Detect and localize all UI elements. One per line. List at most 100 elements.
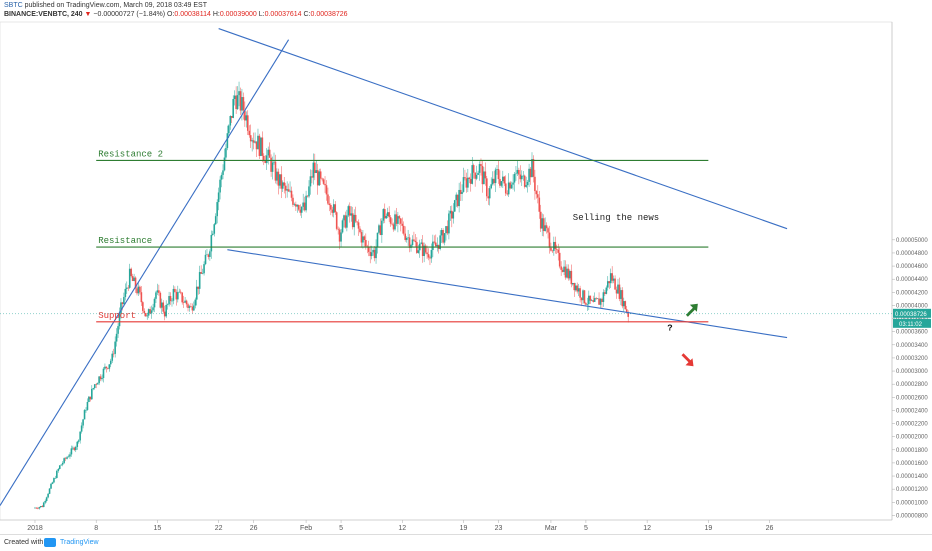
candle-body — [429, 257, 431, 259]
time-tick-label: 12 — [643, 525, 651, 532]
candle-body — [506, 193, 509, 195]
candle-body — [309, 176, 312, 187]
candle-body — [394, 214, 396, 230]
candle-body — [73, 447, 76, 451]
candles — [34, 81, 629, 510]
candle-body — [518, 169, 520, 175]
candle-body — [321, 178, 323, 180]
candle-body — [96, 383, 99, 385]
candle-body — [306, 195, 309, 197]
candle-body — [369, 251, 372, 257]
candle-body — [574, 285, 577, 291]
candle-body — [233, 95, 236, 100]
candle-body — [497, 169, 500, 180]
support-label: Support — [98, 311, 136, 321]
candle-body — [102, 368, 105, 379]
price-tick-label: 0.00003200 — [896, 356, 928, 362]
candle-body — [319, 171, 322, 179]
candle-body — [207, 254, 210, 257]
last-price-value: 0.00038726 — [895, 312, 927, 318]
candle-body — [440, 229, 443, 236]
price-tick-label: 0.00003600 — [896, 330, 928, 336]
candle-body — [209, 251, 211, 257]
candle-body — [34, 507, 36, 509]
candle-body — [60, 464, 63, 466]
candle-body — [539, 211, 542, 229]
candle-body — [474, 172, 476, 179]
candle-body — [287, 189, 290, 192]
candle-body — [74, 446, 77, 451]
candle-body — [553, 241, 555, 251]
candle-body — [190, 306, 192, 307]
candle-body — [296, 205, 299, 207]
candle-body — [582, 290, 584, 301]
candle-body — [200, 272, 202, 274]
candle-body — [554, 241, 557, 250]
candle-body — [63, 458, 65, 463]
up-arrow-icon — [685, 303, 698, 317]
price-axis[interactable]: 0.00005000 0.00004800 0.00004600 0.00004400… — [892, 238, 931, 520]
candle-body — [606, 281, 609, 288]
time-tick-label: 5 — [584, 525, 588, 532]
candle-body — [178, 291, 181, 293]
candle-body — [467, 177, 469, 188]
candle-body — [153, 298, 156, 308]
candle-body — [297, 205, 300, 210]
candle-body — [286, 189, 288, 191]
close-value: 0.00038726 — [310, 11, 348, 18]
candle-body — [295, 204, 297, 207]
candle-body — [163, 311, 166, 317]
candle-body — [246, 115, 249, 131]
candle-body — [300, 206, 303, 213]
time-tick-label: 19 — [460, 525, 468, 532]
candle-body — [236, 95, 239, 110]
candle-body — [290, 190, 293, 198]
candle-body — [92, 388, 95, 389]
candle-body — [45, 497, 48, 501]
candle-body — [226, 133, 229, 149]
candle-body — [472, 165, 475, 173]
candle-body — [455, 194, 458, 201]
low-value: 0.00037614 — [264, 11, 302, 18]
price-tick-label: 0.00004000 — [896, 303, 928, 309]
candle-body — [194, 299, 197, 306]
candle-body — [61, 462, 64, 465]
candle-body — [580, 297, 583, 301]
candle-body — [445, 226, 447, 234]
candle-body — [515, 173, 517, 175]
price-tick-label: 0.00002000 — [896, 435, 928, 441]
candle-body — [37, 508, 39, 509]
candle-body — [252, 140, 255, 143]
price-tick-label: 0.00003400 — [896, 343, 928, 349]
drawings[interactable]: Resistance 2 Resistance Support Selling the… — [0, 28, 892, 506]
candle-body — [264, 160, 267, 163]
candle-body — [625, 309, 628, 312]
candle-body — [373, 249, 376, 259]
candle-body — [88, 396, 90, 402]
candle-body — [131, 276, 134, 281]
candle-body — [363, 236, 366, 241]
candle-body — [426, 252, 428, 255]
candle-body — [328, 203, 331, 206]
candle-body — [598, 298, 600, 305]
candle-body — [478, 164, 481, 173]
candle-body — [354, 214, 357, 222]
candle-body — [535, 191, 538, 195]
candle-body — [140, 292, 143, 303]
price-chart[interactable]: Resistance 2 Resistance Support Selling the… — [0, 0, 932, 534]
candle-body — [261, 137, 264, 156]
tradingview-brand[interactable]: TradingView — [60, 539, 99, 546]
candle-body — [289, 190, 291, 192]
candle-body — [349, 206, 351, 216]
candle-body — [318, 171, 320, 186]
candle-body — [263, 155, 265, 161]
candle-body — [58, 465, 61, 469]
candle-body — [169, 296, 172, 302]
candle-body — [198, 272, 201, 289]
candle-body — [615, 289, 618, 294]
countdown-value: 03:11:02 — [899, 322, 923, 328]
time-axis[interactable]: 2018 8 15 22 26 Feb 5 12 19 23 Mar 5 12 19 26 — [0, 519, 892, 532]
candle-body — [219, 179, 221, 193]
candle-body — [206, 254, 208, 256]
author-name[interactable]: SBTC — [4, 2, 23, 9]
